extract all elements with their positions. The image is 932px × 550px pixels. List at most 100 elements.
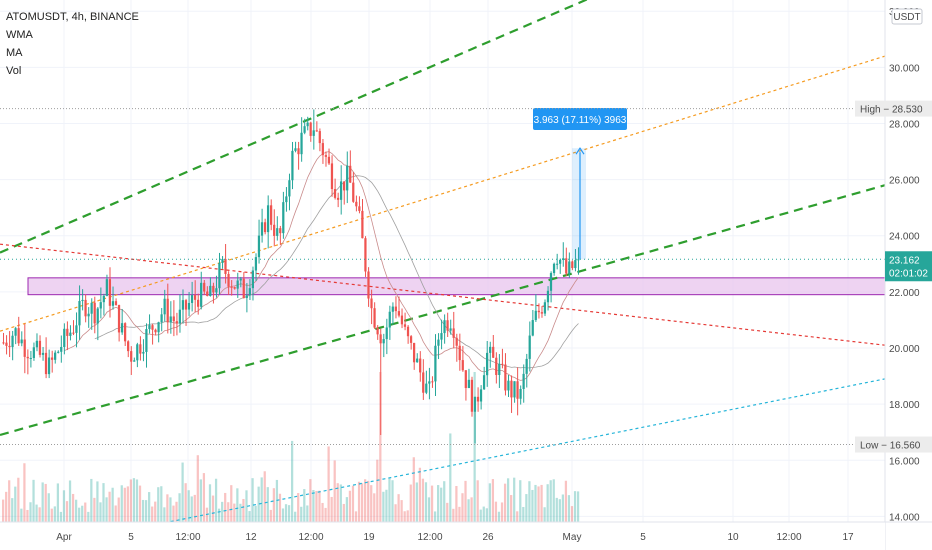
candle-body — [160, 314, 163, 323]
candle-body — [23, 339, 26, 357]
volume-bar — [166, 494, 169, 522]
volume-bar — [519, 480, 522, 522]
volume-bar — [263, 471, 266, 522]
candle-body — [346, 165, 349, 191]
volume-bar — [96, 481, 99, 522]
candle-body — [32, 347, 35, 358]
candle-body — [394, 306, 397, 312]
candle-body — [270, 205, 273, 225]
volume-bar — [333, 460, 336, 522]
legend-symbol[interactable]: ATOMUSDT, 4h, BINANCE — [6, 11, 139, 23]
candle-body — [20, 339, 23, 344]
candle-body — [361, 210, 364, 239]
volume-bar — [446, 502, 449, 522]
volume-bar — [449, 433, 452, 522]
volume-bar — [151, 506, 154, 522]
volume-bar — [455, 486, 458, 522]
candle-body — [181, 300, 185, 310]
volume-bar — [570, 506, 574, 522]
candle-body — [458, 345, 461, 361]
candle-body — [294, 148, 297, 151]
time-tick-label: 26 — [482, 532, 494, 543]
price-tick-label: 18.000 — [889, 400, 920, 411]
volume-bar — [93, 497, 96, 522]
volume-bar — [53, 506, 56, 522]
volume-bar — [11, 498, 14, 522]
volume-bar — [494, 501, 498, 522]
candle-body — [38, 340, 42, 355]
measure-label-box[interactable] — [533, 108, 627, 130]
legend-indicator-ma[interactable]: MA — [6, 47, 23, 59]
volume-bar — [217, 508, 221, 522]
candle-body — [224, 259, 227, 274]
candle-body — [209, 285, 212, 297]
candle-body — [200, 282, 203, 307]
candle-body — [136, 344, 139, 361]
volume-bar — [525, 494, 528, 522]
volume-bar — [78, 507, 81, 522]
candle-body — [549, 273, 553, 291]
volume-bar — [56, 483, 59, 522]
candle-body — [382, 339, 385, 344]
candle-body — [227, 273, 230, 287]
volume-bar — [461, 493, 464, 522]
volume-bar — [281, 508, 285, 522]
volume-bar — [266, 487, 269, 522]
candle-body — [409, 336, 413, 343]
candle-body — [324, 155, 328, 157]
candle-body — [105, 279, 108, 296]
candle-body — [203, 282, 206, 292]
legend-indicator-wma[interactable]: WMA — [6, 29, 33, 41]
time-tick-label: Apr — [56, 532, 72, 543]
price-tick-label: 30.000 — [889, 63, 920, 74]
volume-bar — [14, 486, 17, 522]
candle-body — [26, 356, 29, 359]
volume-bar — [211, 495, 215, 522]
volume-bar — [120, 485, 123, 522]
volume-bar — [71, 493, 75, 522]
volume-bar — [2, 499, 5, 522]
price-tick-label: 22.000 — [889, 288, 920, 299]
volume-bar — [102, 483, 105, 522]
candle-body — [190, 295, 194, 303]
candle-body — [236, 280, 239, 289]
volume-bar — [549, 480, 552, 522]
volume-bar — [269, 509, 272, 522]
candle-body — [215, 288, 218, 293]
support-zone-rect — [27, 277, 886, 296]
volume-bar — [476, 480, 479, 522]
volume-bar — [245, 490, 248, 522]
time-tick-label: 19 — [363, 532, 375, 543]
volume-bar — [62, 490, 66, 522]
volume-bar — [278, 493, 282, 522]
price-axis[interactable]: 14.000 16.000 18.000 20.000 22.000 24.000 26.0… — [855, 0, 932, 550]
volume-bar — [35, 504, 38, 522]
candle-body — [464, 370, 467, 389]
legend-indicator-vol[interactable]: Vol — [6, 65, 22, 77]
volume-bar — [44, 483, 47, 522]
time-tick-label: 12:00 — [776, 532, 801, 543]
volume-bar — [458, 506, 461, 522]
volume-bar — [160, 486, 163, 522]
candle-body — [376, 327, 379, 335]
volume-bar — [394, 504, 397, 522]
volume-bar — [397, 494, 400, 522]
time-tick-label: 5 — [640, 532, 646, 543]
candle-body — [44, 352, 48, 375]
candle-body — [139, 344, 142, 354]
volume-bar — [339, 484, 342, 522]
volume-bar — [567, 495, 571, 522]
volume-bar — [330, 496, 333, 522]
price-tick-label: 14.000 — [889, 512, 920, 523]
candle-body — [336, 197, 340, 200]
currency-badge — [891, 8, 923, 25]
time-axis[interactable]: Apr 5 12:00 12 12:00 19 12:00 26 May 5 10 12:00 17 — [0, 521, 932, 550]
volume-bar — [534, 484, 537, 522]
volume-bar — [321, 502, 324, 522]
candle-body — [47, 357, 51, 375]
volume-bar — [29, 502, 32, 522]
candle-body — [78, 301, 81, 326]
volume-bar — [163, 507, 166, 522]
candle-body — [8, 345, 11, 348]
